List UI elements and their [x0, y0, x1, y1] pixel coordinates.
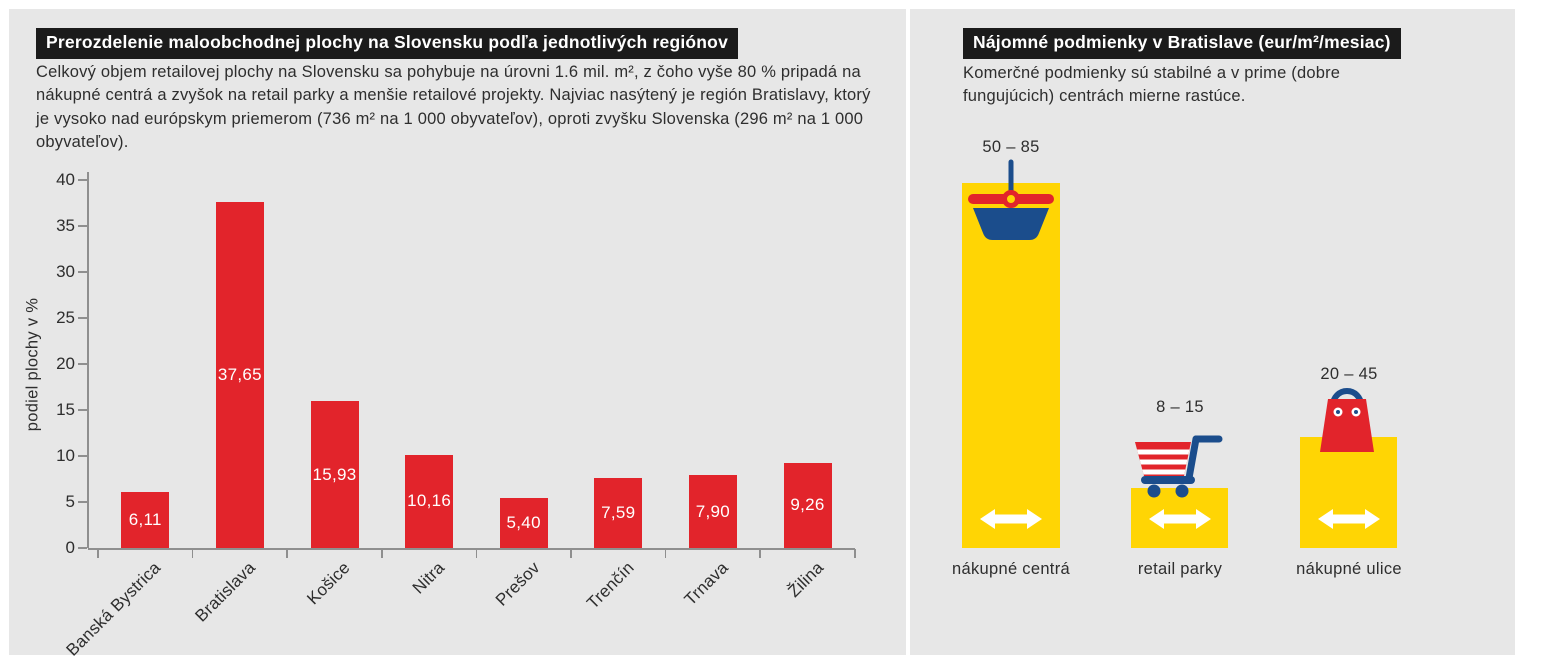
y-tick [78, 455, 87, 457]
right-panel-title: Nájomné podmienky v Bratislave (eur/m²/m… [963, 28, 1401, 59]
x-tick [759, 549, 761, 558]
y-tick-label: 25 [56, 308, 75, 327]
left-right-arrow-icon [980, 509, 1042, 529]
y-tick-label: 0 [65, 538, 75, 557]
y-tick [78, 409, 87, 411]
category-label-retail-parks: retail parky [1137, 560, 1223, 578]
y-tick [78, 363, 87, 365]
category-label-high-streets: nákupné ulice [1296, 560, 1402, 578]
x-tick [191, 549, 194, 558]
category-label-shopping-centres: nákupné centrá [952, 560, 1070, 578]
bar: 5,40 [499, 498, 548, 548]
bar: 7,59 [594, 478, 643, 548]
range-label-high-streets: 20 – 45 [1320, 365, 1378, 383]
bar-value-label: 7,90 [695, 501, 731, 521]
right-panel-paragraph: Komerčné podmienky sú stabilné a v prime… [963, 64, 1341, 106]
y-tick-label: 15 [56, 400, 75, 419]
picto-bar-high-streets [1300, 437, 1397, 548]
bar-value-label: 37,65 [217, 364, 262, 384]
bar-value-label: 15,93 [312, 464, 357, 484]
left-panel-paragraph: Celkový objem retailovej plochy na Slove… [36, 63, 871, 152]
y-tick [78, 179, 87, 181]
x-tick [286, 549, 288, 558]
x-tick [854, 549, 856, 558]
x-tick [570, 549, 572, 558]
shopping-basket-icon [968, 159, 1054, 240]
bar: 15,93 [310, 401, 359, 548]
picto-bar-retail-parks [1131, 488, 1228, 548]
y-tick-label: 30 [56, 262, 75, 281]
y-tick [78, 225, 87, 227]
y-tick [78, 317, 87, 319]
bar-value-label: 7,59 [601, 503, 636, 523]
x-tick [664, 549, 667, 558]
retail-distribution-panel: Prerozdelenie maloobchodnej plochy na Sl… [9, 9, 906, 660]
y-tick [78, 501, 87, 503]
range-label-shopping-centres: 50 – 85 [982, 138, 1040, 156]
left-panel-title: Prerozdelenie maloobchodnej plochy na Sl… [36, 28, 739, 59]
left-right-arrow-icon [1148, 509, 1211, 529]
y-tick-label: 40 [56, 170, 75, 189]
x-tick [475, 549, 478, 558]
y-axis-line [87, 172, 89, 548]
y-tick [78, 271, 87, 273]
y-tick-label: 5 [65, 492, 75, 511]
left-right-arrow-icon [1317, 509, 1380, 529]
bar: 10,16 [405, 454, 454, 548]
x-axis-line [88, 548, 855, 550]
shopping-bag-icon [1320, 388, 1374, 452]
bar: 9,26 [783, 462, 832, 548]
range-label-retail-parks: 8 – 15 [1156, 398, 1204, 416]
y-tick-label: 10 [56, 446, 75, 465]
y-tick [78, 547, 87, 549]
rental-conditions-panel: Nájomné podmienky v Bratislave (eur/m²/m… [910, 9, 1515, 655]
bar: 6,11 [121, 491, 170, 548]
bar-value-label: 10,16 [407, 491, 452, 511]
bar: 7,90 [688, 475, 737, 548]
shopping-cart-icon [1135, 435, 1223, 498]
bar: 37,65 [215, 201, 264, 548]
picto-bar-shopping-centres [962, 183, 1060, 548]
bar-value-label: 9,26 [790, 495, 825, 515]
y-tick-label: 20 [56, 354, 75, 373]
bar-chart: podiel plochy v % 0 5 10 15 20 25 30 35 40 6,11 Ba… [24, 170, 856, 660]
bar-value-label: 5,40 [506, 513, 541, 533]
y-tick-label: 35 [56, 216, 75, 235]
x-tick [381, 549, 383, 558]
x-tick [97, 549, 99, 558]
bar-value-label: 6,11 [128, 509, 162, 529]
